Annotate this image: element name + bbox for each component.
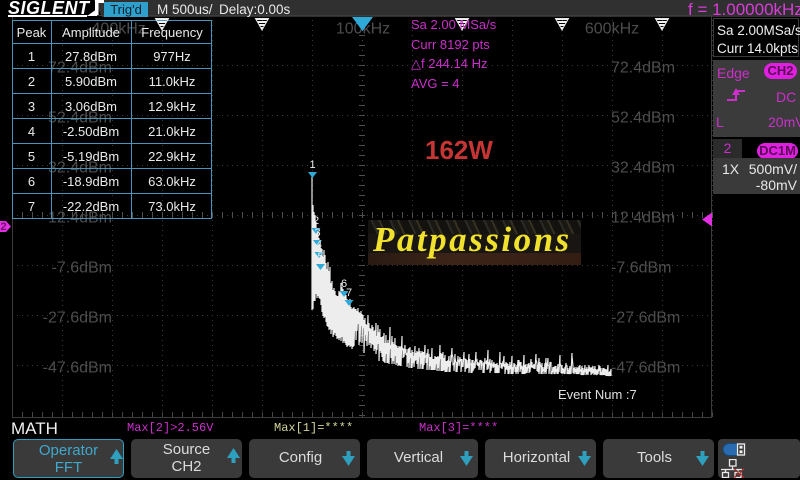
svg-text:-400kHz: -400kHz (86, 21, 146, 38)
svg-text:2: 2 (0, 221, 6, 233)
svg-text:-47.6dBm: -47.6dBm (611, 360, 680, 377)
svg-text:7: 7 (346, 287, 352, 299)
svg-text:5: 5 (317, 251, 323, 263)
svg-text:-47.6dBm: -47.6dBm (43, 360, 112, 377)
svg-text:1: 1 (309, 159, 315, 171)
svg-text:4: 4 (316, 239, 322, 251)
svg-text:3: 3 (314, 227, 320, 239)
svg-text:-27.6dBm: -27.6dBm (611, 310, 680, 327)
svg-text:6: 6 (341, 278, 347, 290)
svg-text:2: 2 (313, 215, 319, 227)
svg-text:-7.6dBm: -7.6dBm (611, 260, 671, 277)
svg-text:-7.6dBm: -7.6dBm (52, 260, 112, 277)
svg-text:72.4dBm: 72.4dBm (611, 60, 675, 77)
svg-text:-27.6dBm: -27.6dBm (43, 310, 112, 327)
svg-text:32.4dBm: 32.4dBm (611, 160, 675, 177)
svg-text:52.4dBm: 52.4dBm (611, 110, 675, 127)
svg-text:600kHz: 600kHz (585, 21, 639, 38)
svg-text:12.4dBm: 12.4dBm (611, 210, 675, 227)
